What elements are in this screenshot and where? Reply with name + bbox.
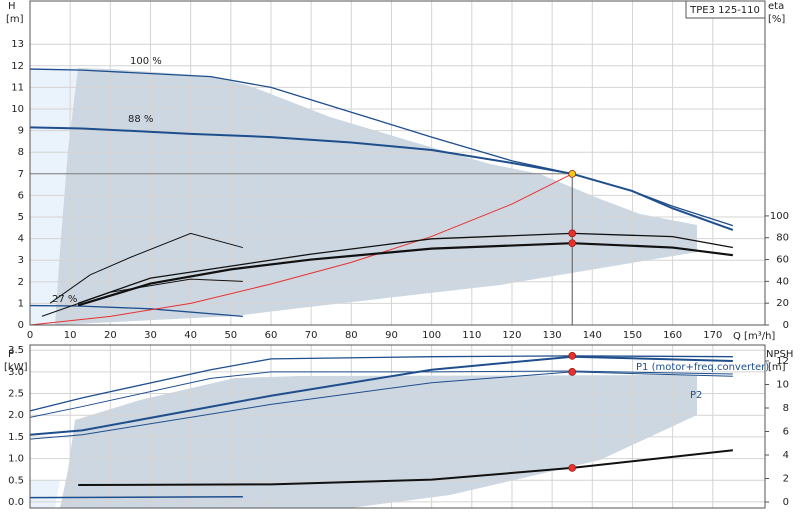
- y2-tick-label: 10: [776, 379, 789, 390]
- legend-label: P1 (motor+freq.converter): [636, 362, 769, 373]
- y2-unit: [%]: [768, 14, 785, 25]
- y-tick-label: 2.5: [8, 389, 24, 400]
- y-tick-label: 3.0: [8, 367, 24, 378]
- y-tick-label: 0: [18, 320, 24, 331]
- y-tick-label: 0.5: [8, 475, 24, 486]
- y2-tick-label: 12: [776, 356, 789, 367]
- annotation: 27 %: [52, 294, 77, 305]
- x-tick-label: 10: [64, 330, 77, 341]
- y-label: H: [8, 1, 16, 12]
- y-tick-label: 0.0: [8, 497, 24, 508]
- y2-tick-label: 60: [776, 255, 789, 266]
- x-tick-label: 90: [385, 330, 398, 341]
- x-tick-label: 100: [422, 330, 441, 341]
- y-unit: [kW]: [4, 362, 28, 373]
- x-tick-label: 80: [345, 330, 358, 341]
- curve: [49, 232, 243, 304]
- curve: [41, 278, 243, 317]
- data-point: [568, 229, 577, 238]
- curve: [77, 242, 734, 307]
- curve: [29, 173, 573, 326]
- title-box: [685, 0, 766, 19]
- y-tick-label: 2: [18, 277, 24, 288]
- y-tick-label: 4: [18, 234, 24, 245]
- y-tick-label: 3: [18, 255, 24, 266]
- y-tick-label: 3.5: [8, 345, 24, 356]
- x-tick-label: 0: [27, 330, 33, 341]
- frame: [29, 344, 766, 509]
- chart-title: TPE3 125-110: [689, 5, 760, 16]
- y2-unit: [m]: [768, 362, 786, 373]
- y2-tick-label: 80: [776, 233, 789, 244]
- x-tick-label: 20: [104, 330, 117, 341]
- data-point: [568, 368, 577, 376]
- y2-tick-label: 8: [783, 403, 789, 414]
- shade-light: [30, 68, 78, 325]
- x-tick-label: 120: [502, 330, 521, 341]
- y2-tick-label: 0: [783, 320, 789, 331]
- annotation: 88 %: [128, 114, 153, 125]
- y2-tick-label: 0: [783, 497, 789, 508]
- curve: [78, 449, 733, 486]
- x-tick-label: 30: [144, 330, 157, 341]
- y-tick-label: 12: [11, 61, 24, 72]
- data-point: [568, 351, 577, 360]
- y2-tick-label: 100: [770, 211, 789, 222]
- y-tick-label: 2.0: [8, 410, 24, 421]
- data-point: [568, 169, 577, 178]
- y-tick-label: 13: [11, 39, 24, 50]
- y-label: P: [8, 349, 14, 360]
- y-tick-label: 5: [18, 212, 24, 223]
- shade-area: [60, 375, 697, 508]
- y2-tick-label: 2: [783, 474, 789, 485]
- x-tick-label: 60: [265, 330, 278, 341]
- y2-tick-label: 4: [783, 450, 789, 461]
- curve: [77, 232, 733, 304]
- frame: [29, 0, 766, 326]
- y-tick-label: 7: [18, 169, 24, 180]
- x-tick-label: 140: [583, 330, 602, 341]
- data-point: [568, 239, 577, 248]
- y-tick-label: 1.5: [8, 432, 24, 443]
- x-tick-label: 150: [623, 330, 642, 341]
- curve: [29, 355, 733, 436]
- curve: [29, 495, 243, 499]
- x-tick-label: 160: [663, 330, 682, 341]
- x-label: Q [m³/h]: [733, 331, 775, 342]
- y-tick-label: 8: [18, 147, 24, 158]
- shade-light: [30, 480, 60, 508]
- y2-tick-label: 6: [783, 426, 789, 437]
- annotation: 100 %: [130, 56, 162, 67]
- y2-label: eta: [768, 1, 784, 12]
- x-tick-label: 40: [184, 330, 197, 341]
- y2-tick-label: 20: [776, 298, 789, 309]
- curve: [29, 304, 243, 318]
- x-tick-label: 50: [224, 330, 237, 341]
- y-tick-label: 11: [11, 82, 24, 93]
- curve: [29, 371, 733, 440]
- x-tick-label: 170: [703, 330, 722, 341]
- x-tick-label: 130: [543, 330, 562, 341]
- y-tick-label: 6: [18, 190, 24, 201]
- y-tick-label: 9: [18, 126, 24, 137]
- y2-tick-label: 40: [776, 276, 789, 287]
- data-point: [568, 464, 577, 472]
- y-tick-label: 1: [18, 298, 24, 309]
- y-tick-label: 1.0: [8, 454, 24, 465]
- shade-area: [55, 68, 697, 325]
- y-tick-label: 10: [11, 104, 24, 115]
- x-tick-label: 110: [462, 330, 481, 341]
- y-unit: [m]: [6, 14, 24, 25]
- curve: [29, 126, 734, 231]
- legend-label: P2: [690, 390, 702, 401]
- x-tick-label: 70: [305, 330, 318, 341]
- y2-label: NPSH: [766, 349, 793, 360]
